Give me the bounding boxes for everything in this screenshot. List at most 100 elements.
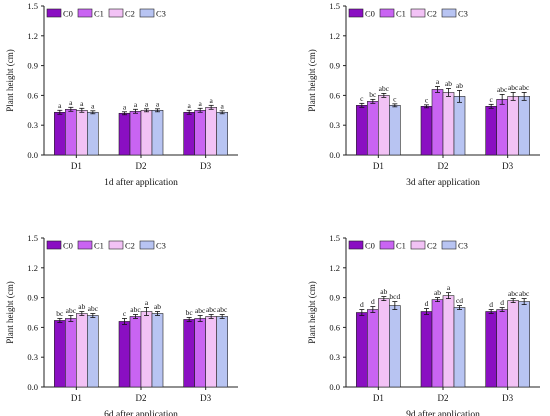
y-tick-label: 0.9 — [329, 61, 340, 71]
significance-letter: c — [360, 94, 364, 103]
bar-c3 — [151, 313, 164, 388]
significance-letter: a — [156, 99, 160, 108]
y-tick-label: 1.2 — [27, 263, 38, 273]
bar-c3 — [216, 316, 228, 388]
legend-swatch-c0 — [46, 240, 62, 250]
significance-letter: bc — [56, 309, 64, 318]
legend-swatch-c0 — [46, 8, 62, 18]
bar-c3 — [389, 305, 401, 388]
legend-swatch-c0 — [348, 240, 364, 250]
legend-swatch-c1 — [379, 8, 395, 18]
legend-swatch-c0 — [348, 8, 364, 18]
significance-letter: a — [80, 99, 84, 108]
legend-swatch-c2 — [108, 8, 124, 18]
significance-letter: c — [393, 94, 397, 103]
significance-letter: d — [371, 297, 375, 306]
y-tick-label: 0.0 — [27, 382, 38, 392]
x-axis-title: 9d after application — [406, 409, 480, 416]
significance-letter: a — [436, 77, 440, 86]
bar-c3 — [518, 301, 530, 388]
significance-letter: a — [209, 96, 213, 105]
y-tick-label: 1.5 — [27, 1, 38, 11]
legend-label-c0: C0 — [63, 241, 73, 251]
significance-letter: a — [187, 101, 191, 110]
x-tick-label: D2 — [438, 161, 449, 171]
significance-letter: abc — [217, 305, 228, 314]
bar-c0 — [420, 311, 433, 388]
y-tick-label: 0.6 — [27, 322, 38, 332]
bar-c1 — [194, 110, 206, 156]
bar-c2 — [205, 316, 217, 388]
significance-letter: bc — [186, 308, 194, 317]
significance-letter: a — [58, 101, 62, 110]
legend-label-c2: C2 — [125, 9, 135, 19]
legend-label-c3: C3 — [156, 241, 166, 251]
y-tick-label: 1.2 — [329, 31, 340, 41]
bar-c2 — [442, 295, 455, 388]
bar-c2 — [442, 92, 455, 156]
y-tick-label: 0.3 — [329, 120, 340, 130]
significance-letter: abc — [206, 305, 217, 314]
bar-c0 — [183, 319, 195, 388]
significance-letter: a — [447, 283, 451, 292]
bar-c1 — [431, 89, 444, 156]
x-axis-title: 1d after application — [104, 177, 178, 188]
significance-letter: ab — [154, 302, 161, 311]
x-tick-label: D3 — [502, 393, 513, 403]
significance-letter: a — [123, 102, 127, 111]
significance-letter: d — [489, 300, 493, 309]
significance-letter: c — [489, 95, 493, 104]
y-tick-label: 1.2 — [27, 31, 38, 41]
bar-c1 — [496, 99, 508, 156]
y-tick-label: 1.5 — [329, 233, 340, 243]
legend-swatch-c2 — [410, 240, 426, 250]
legend-label-c1: C1 — [396, 241, 406, 251]
y-tick-label: 0.6 — [329, 322, 340, 332]
bar-c1 — [367, 309, 379, 388]
y-tick-label: 1.5 — [329, 1, 340, 11]
x-tick-label: D2 — [438, 393, 449, 403]
significance-letter: a — [145, 298, 149, 307]
legend-swatch-c3 — [441, 8, 457, 18]
bar-c2 — [378, 298, 390, 388]
legend-swatch-c2 — [410, 8, 426, 18]
y-tick-label: 0.3 — [27, 352, 38, 362]
bar-c0 — [183, 111, 195, 156]
bar-c0 — [54, 320, 66, 388]
y-axis-title: Plant height (cm) — [307, 49, 317, 112]
y-axis-title: Plant height (cm) — [5, 49, 15, 112]
significance-letter: a — [69, 98, 73, 107]
significance-letter: abc — [195, 306, 206, 315]
significance-letter: abc — [497, 85, 508, 94]
significance-letter: d — [425, 299, 429, 308]
bar-c3 — [389, 105, 401, 156]
bar-c2 — [378, 95, 390, 156]
y-axis-title: Plant height (cm) — [5, 281, 15, 344]
legend-swatch-c1 — [77, 240, 93, 250]
legend-label-c3: C3 — [458, 241, 468, 251]
bar-c1 — [367, 101, 379, 156]
bar-c2 — [140, 110, 153, 156]
bar-c3 — [453, 307, 466, 388]
significance-letter: abc — [379, 84, 390, 93]
bar-c1 — [65, 318, 77, 388]
y-tick-label: 0.0 — [329, 150, 340, 160]
legend-swatch-c3 — [139, 240, 155, 250]
y-tick-label: 0.6 — [27, 90, 38, 100]
bar-c3 — [518, 96, 530, 156]
significance-letter: d — [360, 300, 364, 309]
bar-c2 — [507, 300, 519, 388]
significance-letter: ab — [456, 81, 463, 90]
legend-label-c1: C1 — [94, 9, 104, 19]
significance-letter: a — [198, 99, 202, 108]
x-tick-label: D1 — [71, 161, 82, 171]
bar-c0 — [485, 106, 497, 156]
bar-c0 — [356, 312, 368, 388]
bar-c1 — [194, 318, 206, 388]
significance-letter: abc — [508, 83, 519, 92]
x-axis-title: 6d after application — [104, 409, 178, 416]
